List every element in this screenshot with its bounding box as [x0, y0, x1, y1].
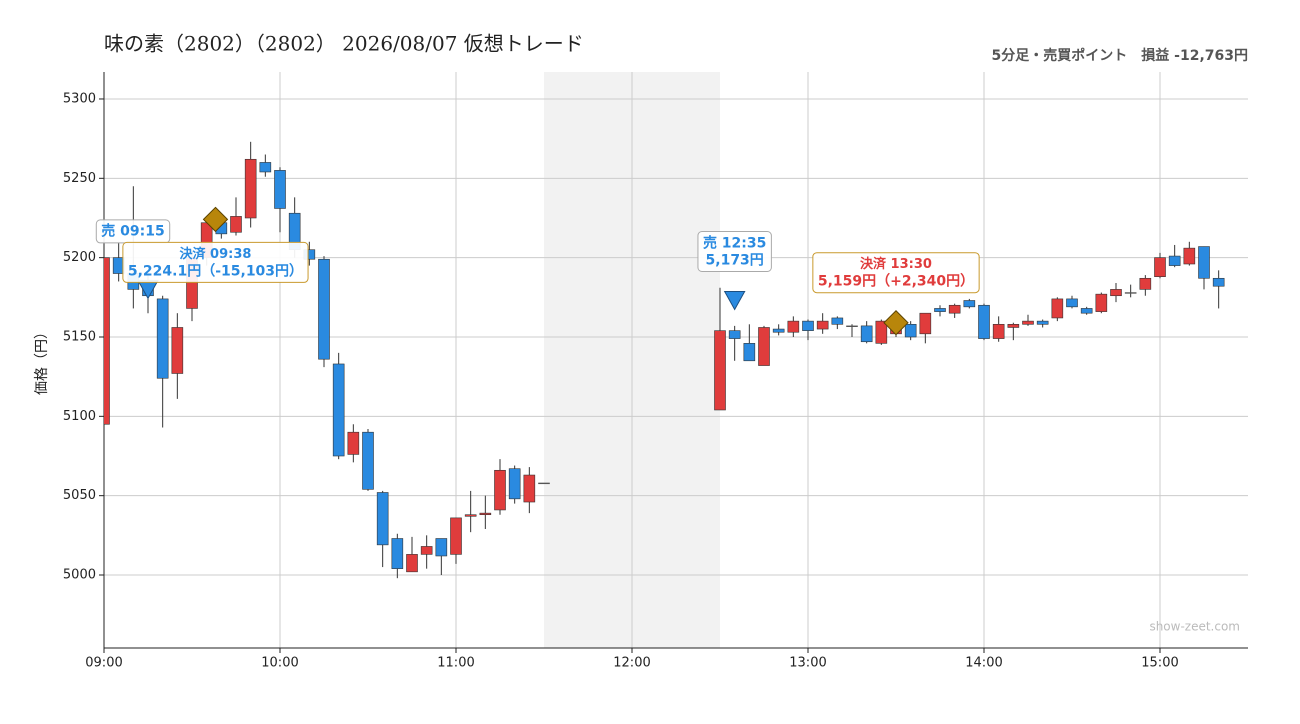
candle-body — [831, 317, 844, 325]
x-tick-label: 13:00 — [789, 656, 826, 671]
candle-body — [274, 170, 286, 209]
x-tick-label: 10:00 — [261, 656, 298, 671]
candle-body — [728, 330, 741, 339]
exit-marker — [883, 310, 909, 336]
annotation-box — [697, 230, 772, 272]
sell-marker — [137, 279, 159, 300]
annotation-title: 売 12:35 — [703, 234, 766, 251]
candle-body — [538, 482, 550, 485]
candle-body — [420, 546, 433, 555]
candle-body — [391, 538, 404, 569]
candle-body — [1168, 255, 1181, 266]
candle-body — [1007, 323, 1020, 328]
candle-body — [171, 327, 184, 374]
annotation-title: 決済 13:30 — [860, 256, 932, 272]
candle-body — [1051, 298, 1064, 319]
candle-body — [1212, 277, 1225, 287]
candle-body — [494, 469, 506, 511]
candle-body — [435, 538, 448, 557]
candle-body — [1154, 257, 1166, 277]
y-tick-label: 5000 — [63, 568, 96, 583]
candle-body — [1198, 246, 1210, 279]
candle-body — [1066, 298, 1078, 308]
candle-body — [523, 474, 536, 503]
annotation-text: 5,159円（+2,340円） — [818, 274, 974, 290]
candle-body — [860, 325, 873, 343]
candle-body — [508, 468, 521, 500]
x-tick-label: 14:00 — [965, 656, 1002, 671]
chart-subtitle: 5分足・売買ポイント 損益 -12,763円 — [992, 47, 1248, 64]
x-tick-label: 12:00 — [613, 656, 650, 671]
annotation-title: 決済 09:38 — [180, 246, 252, 262]
candle-body — [1139, 277, 1152, 290]
candle-body — [362, 431, 374, 490]
candle-body — [464, 514, 477, 517]
chart-title: 味の素（2802）（2802） 2026/08/07 仮想トレード — [104, 32, 584, 56]
candle-body — [816, 320, 829, 330]
candle-body — [743, 343, 756, 362]
candle-body — [904, 323, 917, 338]
candle-body — [787, 320, 800, 333]
plot — [104, 141, 1225, 579]
x-tick-label: 09:00 — [85, 656, 122, 671]
candle-body — [919, 312, 932, 335]
y-tick-label: 5200 — [63, 250, 96, 265]
candle-body — [1022, 320, 1034, 325]
candle-body — [875, 320, 888, 344]
candle-body — [318, 258, 330, 360]
y-tick-label: 5300 — [63, 91, 96, 106]
y-tick-label: 5250 — [63, 171, 96, 186]
candle-body — [846, 325, 858, 327]
candle-body — [104, 257, 110, 425]
annotation-title: 売 09:15 — [101, 222, 164, 239]
candle-body — [1036, 320, 1049, 325]
y-tick-label: 5050 — [63, 488, 96, 503]
candle-body — [156, 298, 169, 379]
candle-body — [714, 330, 726, 411]
candle-body — [1095, 293, 1108, 312]
candle-body — [332, 363, 345, 457]
annotation-text: 5,224.1円（-15,103円） — [128, 263, 303, 279]
candle-body — [347, 431, 360, 455]
annotation-box — [812, 252, 980, 294]
candle-body — [259, 162, 272, 173]
annotation-text: 5,173円 — [706, 252, 764, 268]
candle-body — [948, 304, 961, 314]
candle-body — [1080, 308, 1093, 314]
annotation-box — [122, 241, 309, 283]
candle-body — [1124, 292, 1137, 294]
sell-marker — [723, 290, 746, 311]
exit-marker — [202, 206, 229, 233]
x-tick-label: 11:00 — [437, 656, 474, 671]
y-axis-label: 価格（円） — [34, 325, 50, 395]
candle-body — [802, 320, 814, 331]
candle-body — [992, 323, 1005, 339]
candle-body — [450, 517, 462, 555]
candle-body — [1110, 289, 1122, 297]
candle-body — [376, 492, 389, 546]
candle-body — [772, 328, 785, 333]
candle-body — [230, 216, 242, 233]
candle-body — [963, 300, 976, 308]
x-tick-label: 15:00 — [1141, 656, 1178, 671]
candle-body — [1183, 247, 1196, 265]
candle-body — [406, 554, 418, 573]
y-tick-label: 5150 — [63, 329, 96, 344]
candle-body — [479, 512, 492, 516]
watermark: show-zeet.com — [1149, 620, 1240, 634]
candle-body — [978, 304, 990, 339]
candle-body — [758, 327, 770, 366]
candle-body — [244, 158, 257, 219]
candle-body — [934, 308, 946, 312]
y-tick-label: 5100 — [63, 409, 96, 424]
